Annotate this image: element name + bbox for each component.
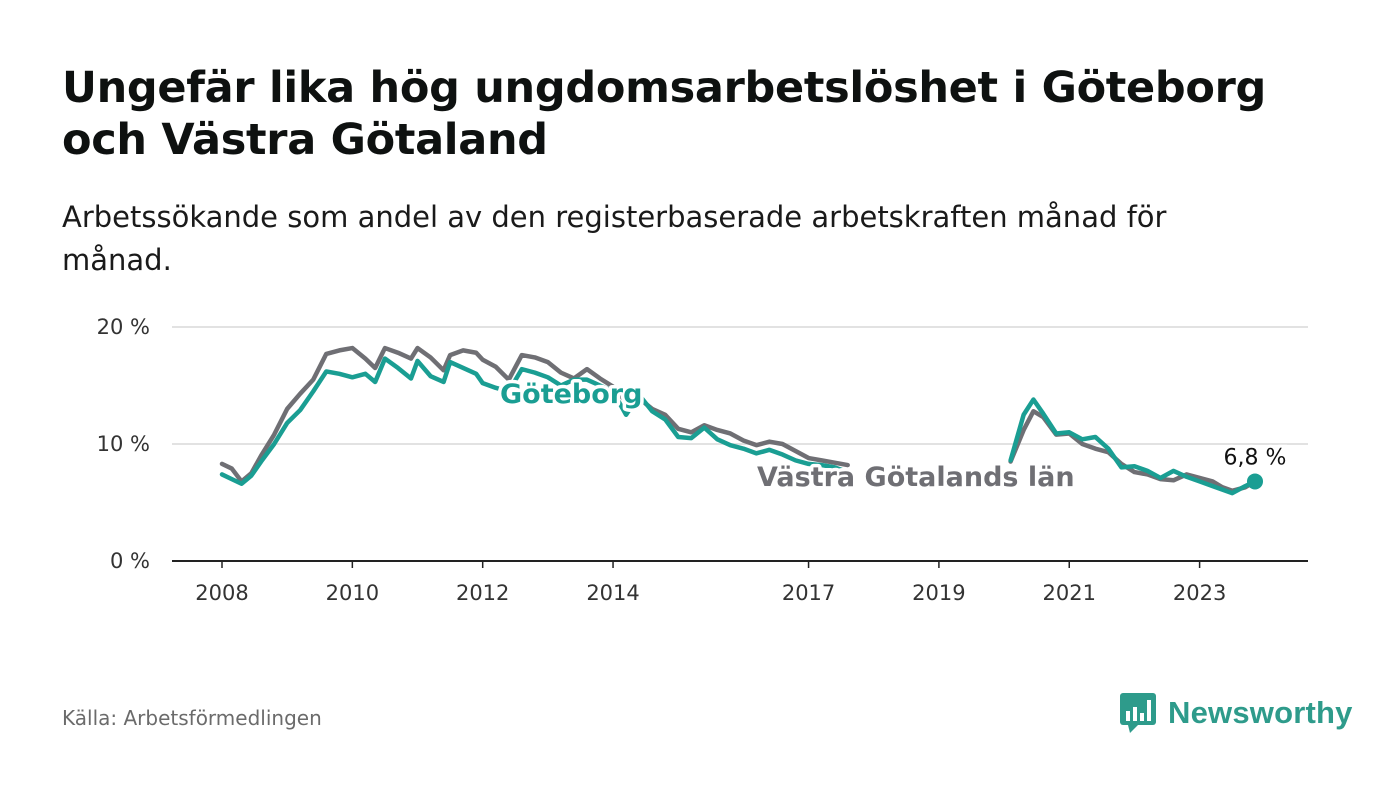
series-label-vastra-gotaland: Västra Götalands län	[757, 462, 1075, 493]
label-layer: Göteborg Västra Götalands län 6,8 %	[497, 376, 1290, 497]
chart-subtitle: Arbetssökande som andel av den registerb…	[62, 200, 1167, 277]
x-tick-label: 2019	[912, 581, 965, 605]
chart-title: Ungefär lika hög ungdomsarbetslöshet i G…	[62, 63, 1267, 165]
x-tick-label: 2017	[782, 581, 835, 605]
x-tick-label: 2012	[456, 581, 509, 605]
source-note: Källa: Arbetsförmedlingen	[62, 706, 322, 730]
end-point-marker	[1247, 473, 1263, 490]
series-line-goteborg	[219, 356, 850, 487]
y-tick-label: 10 %	[97, 432, 150, 456]
bar-chart-logo-icon	[1120, 693, 1156, 733]
grid-layer	[172, 326, 1308, 445]
x-tick-label: 2021	[1043, 581, 1096, 605]
x-tick-label: 2008	[195, 581, 248, 605]
end-value-label: 6,8 %	[1224, 445, 1287, 470]
series-label-goteborg: Göteborg	[500, 379, 642, 410]
y-tick-label: 0 %	[110, 549, 150, 573]
line-chart: 0 % 10 % 20 % 2008 2010 2012 2014 2017 2019 2021 2…	[97, 315, 1308, 605]
y-tick-label: 20 %	[97, 315, 150, 339]
axis-layer: 0 % 10 % 20 % 2008 2010 2012 2014 2017 2019 2021 2…	[97, 315, 1308, 605]
brand-logo[interactable]: Newsworthy	[1120, 690, 1353, 736]
x-tick-label: 2010	[326, 581, 379, 605]
brand-name: Newsworthy	[1168, 695, 1353, 730]
series-line-vastra-gotaland	[219, 345, 850, 484]
series-layer	[219, 345, 1258, 496]
series-line-goteborg	[1008, 397, 1258, 496]
x-tick-label: 2014	[586, 581, 639, 605]
x-tick-label: 2023	[1173, 581, 1226, 605]
